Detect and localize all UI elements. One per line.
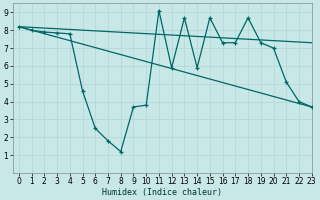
X-axis label: Humidex (Indice chaleur): Humidex (Indice chaleur) bbox=[102, 188, 222, 197]
